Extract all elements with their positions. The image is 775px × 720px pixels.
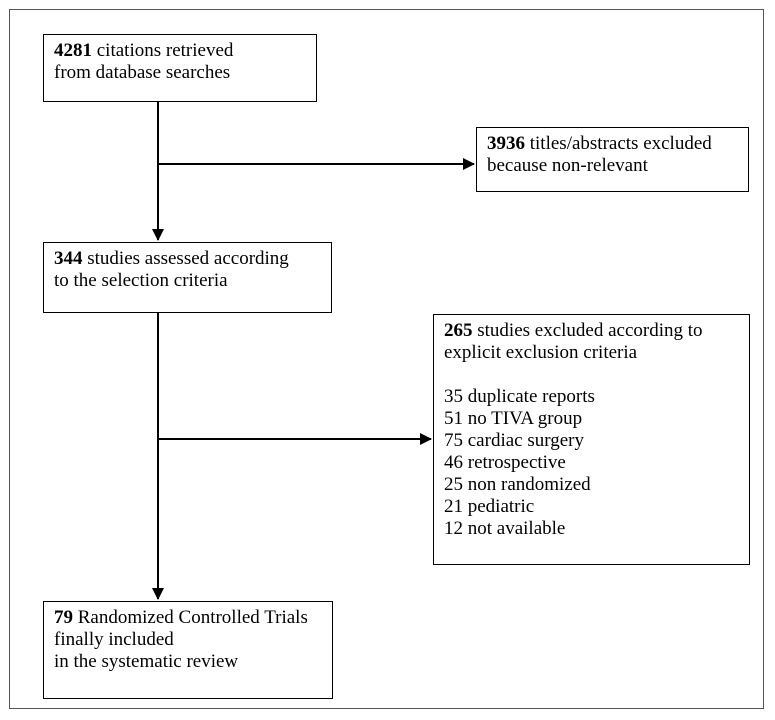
exclusion-reason: 46 retrospective <box>444 452 566 473</box>
box-titles-excluded: 3936 titles/abstracts excluded because n… <box>476 127 749 192</box>
assessed-line2: to the selection criteria <box>54 270 228 291</box>
assessed-line1: studies assessed according <box>87 248 289 269</box>
box-studies-excluded: 265 studies excluded according to explic… <box>433 314 750 565</box>
exclusion-reason: 25 non randomized <box>444 474 591 495</box>
box-citations-retrieved: 4281 citations retrieved from database s… <box>43 34 317 102</box>
retrieved-line2: from database searches <box>54 62 231 83</box>
box-studies-assessed: 344 studies assessed according to the se… <box>43 242 332 313</box>
retrieved-line1: citations retrieved <box>96 40 234 61</box>
excluded-titles-line2: because non-relevant <box>487 155 648 176</box>
exclusion-reason: 35 duplicate reports <box>444 386 595 407</box>
excluded-titles-count: 3936 <box>487 133 525 154</box>
box-included-trials: 79 Randomized Controlled Trials finally … <box>43 601 333 699</box>
excluded-titles-line1: titles/abstracts excluded <box>529 133 712 154</box>
excluded-studies-line1: studies excluded according to <box>477 320 703 341</box>
retrieved-count: 4281 <box>54 40 92 61</box>
exclusion-reason: 51 no TIVA group <box>444 408 583 429</box>
excluded-studies-line2: explicit exclusion criteria <box>444 342 638 363</box>
assessed-count: 344 <box>54 248 83 269</box>
exclusion-reason: 12 not available <box>444 518 566 539</box>
included-line3: in the systematic review <box>54 651 239 672</box>
excluded-studies-count: 265 <box>444 320 473 341</box>
diagram-frame <box>9 9 764 709</box>
included-line1: Randomized Controlled Trials <box>77 607 308 628</box>
exclusion-reason: 21 pediatric <box>444 496 535 517</box>
included-count: 79 <box>54 607 73 628</box>
exclusion-reason: 75 cardiac surgery <box>444 430 584 451</box>
included-line2: finally included <box>54 629 174 650</box>
